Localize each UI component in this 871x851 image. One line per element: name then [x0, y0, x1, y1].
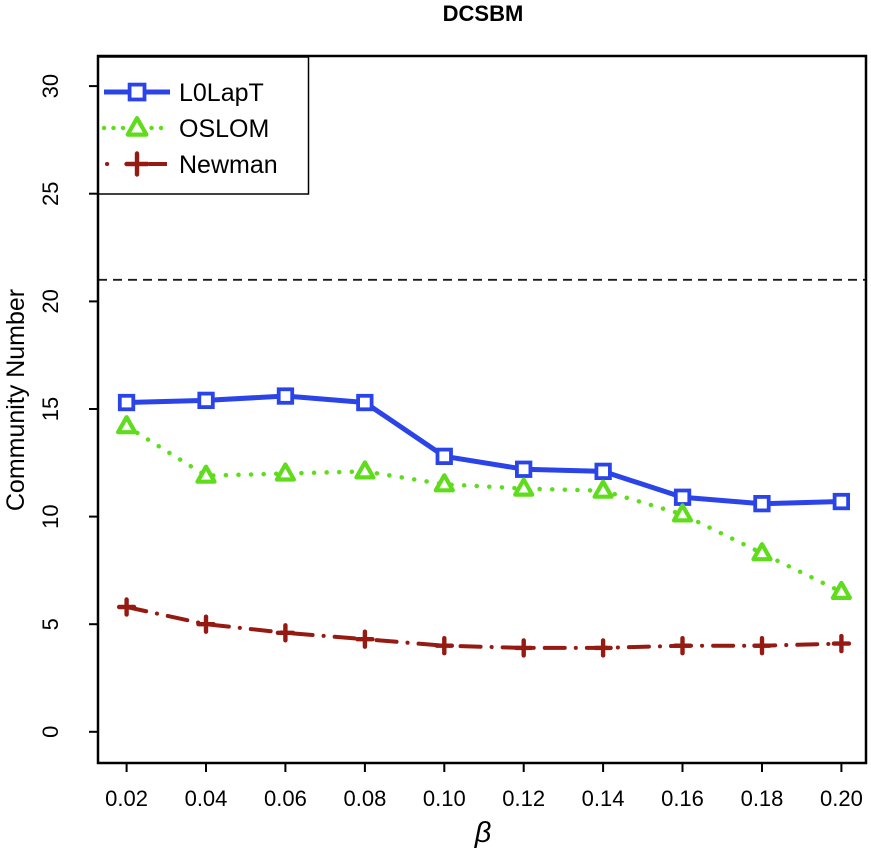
x-tick-label: 0.16 — [661, 786, 704, 811]
square-marker — [435, 447, 453, 466]
legend: L0LapT OSLOM Newman — [97, 56, 310, 195]
square-marker — [832, 492, 850, 511]
square-marker — [197, 391, 215, 410]
square-marker — [276, 387, 295, 405]
square-marker — [673, 488, 692, 506]
y-tick-label: 30 — [38, 74, 63, 98]
triangle-marker — [830, 580, 853, 601]
legend-label: L0LapT — [179, 79, 264, 107]
legend-label: Newman — [179, 151, 278, 179]
triangle-marker — [513, 477, 535, 497]
series-line — [126, 393, 842, 507]
legend-entry-L0LapT: L0LapT — [104, 79, 264, 107]
square-marker — [127, 82, 147, 102]
y-tick-label: 5 — [38, 618, 63, 630]
chart-title: DCSBM — [443, 1, 524, 26]
square-marker — [515, 460, 533, 478]
series-L0LapT — [117, 387, 850, 513]
plot-area: 0.02 0.04 0.06 0.08 0.10 0.12 0.14 0.16 0.18 0.20… — [38, 54, 868, 811]
square-marker — [594, 462, 612, 481]
series-OSLOM — [115, 415, 853, 601]
series-line — [124, 423, 844, 595]
y-tick-label: 20 — [38, 289, 63, 313]
y-axis: 0 5 10 15 20 25 30 — [38, 74, 98, 738]
x-tick-label: 0.02 — [105, 786, 148, 811]
triangle-marker — [433, 473, 455, 493]
legend-entry-OSLOM: OSLOM — [101, 115, 269, 143]
x-tick-label: 0.14 — [582, 786, 625, 811]
y-tick-label: 10 — [38, 504, 63, 528]
series-Newman — [116, 597, 852, 658]
y-tick-label: 25 — [38, 181, 63, 205]
x-tick-label: 0.12 — [502, 786, 545, 811]
x-tick-label: 0.08 — [343, 786, 386, 811]
x-axis-label: β — [474, 817, 492, 849]
triangle-marker — [751, 542, 773, 562]
triangle-marker — [125, 115, 149, 137]
triangle-marker — [195, 464, 217, 484]
triangle-marker — [592, 479, 614, 499]
square-marker — [753, 494, 771, 513]
triangle-marker — [671, 503, 694, 523]
x-tick-label: 0.18 — [741, 786, 784, 811]
x-tick-label: 0.20 — [820, 786, 863, 811]
legend-entry-Newman: Newman — [105, 151, 278, 179]
triangle-marker — [115, 415, 138, 435]
x-axis: 0.02 0.04 0.06 0.08 0.10 0.12 0.14 0.16 0.18 0.20 — [105, 763, 863, 811]
y-tick-label: 0 — [38, 726, 63, 738]
square-marker — [356, 393, 374, 412]
legend-label: OSLOM — [179, 115, 269, 143]
triangle-marker — [354, 460, 376, 480]
triangle-marker — [274, 462, 296, 482]
x-tick-label: 0.06 — [264, 786, 307, 811]
x-tick-label: 0.10 — [423, 786, 466, 811]
x-tick-label: 0.04 — [185, 786, 228, 811]
square-marker — [117, 393, 136, 412]
y-axis-label: Community Number — [2, 289, 30, 511]
y-tick-label: 15 — [38, 397, 63, 421]
series-line — [124, 605, 844, 650]
